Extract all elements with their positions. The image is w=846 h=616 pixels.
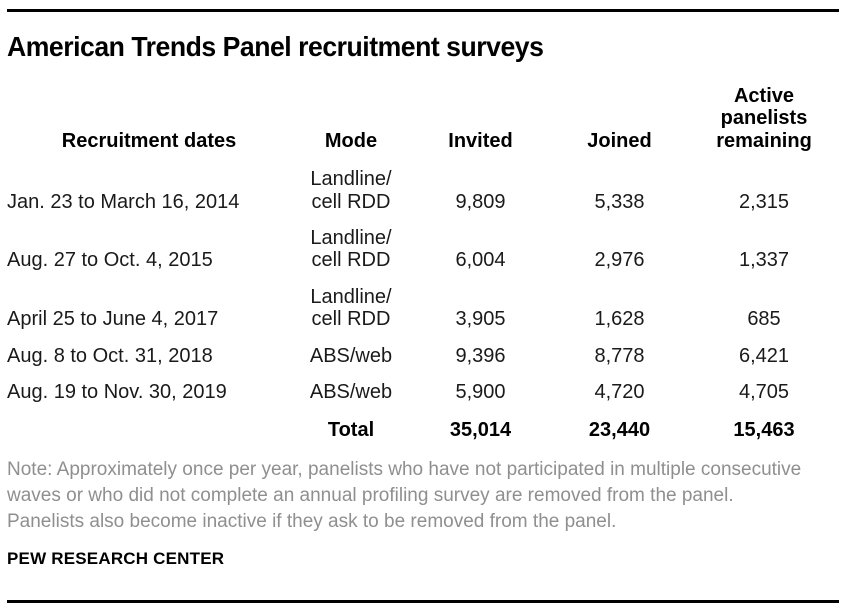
cell-joined: 4,720 <box>594 380 645 403</box>
cell-empty <box>7 411 291 449</box>
column-header-label: Invited <box>448 129 513 152</box>
cell-dates: Aug. 8 to Oct. 31, 2018 <box>7 344 213 367</box>
table-row: Aug. 27 to Oct. 4, 2015 Landline/ cell R… <box>7 221 839 280</box>
cell-active-remaining: 1,337 <box>738 249 790 272</box>
cell-joined: 2,976 <box>594 249 645 272</box>
page-title: American Trends Panel recruitment survey… <box>7 31 544 62</box>
cell-mode: Landline/ cell RDD <box>291 280 411 339</box>
table-row: April 25 to June 4, 2017 Landline/ cell … <box>7 280 839 339</box>
total-label: Total <box>327 419 375 442</box>
cell-dates: April 25 to June 4, 2017 <box>7 308 219 331</box>
mode-value: Landline/ cell RDD <box>310 285 392 331</box>
column-header-label: Recruitment dates <box>61 129 237 152</box>
table-row: Aug. 19 to Nov. 30, 2019 ABS/web 5,900 4… <box>7 375 839 411</box>
total-invited: 35,014 <box>449 419 512 442</box>
source-attribution: PEW RESEARCH CENTER <box>7 549 225 568</box>
total-active-remaining: 15,463 <box>733 419 795 442</box>
top-rule <box>7 9 839 12</box>
column-header-joined: Joined <box>550 79 689 162</box>
mode-value: ABS/web <box>309 344 393 367</box>
header-row: Recruitment dates Mode Invited Joined Ac… <box>7 79 839 162</box>
column-header-label: Joined <box>587 129 652 152</box>
mode-value: Landline/ cell RDD <box>310 168 392 213</box>
cell-invited: 9,809 <box>455 190 506 213</box>
table-row: Aug. 8 to Oct. 31, 2018 ABS/web 9,396 8,… <box>7 339 839 375</box>
cell-joined: 8,778 <box>594 344 645 367</box>
cell-mode: ABS/web <box>291 375 411 411</box>
bottom-rule <box>7 600 839 603</box>
column-header-active-panelists: Active panelists remaining <box>689 79 839 162</box>
cell-joined: 5,338 <box>594 190 645 213</box>
table-row: Jan. 23 to March 16, 2014 Landline/ cell… <box>7 162 839 221</box>
cell-invited: 5,900 <box>455 380 506 403</box>
column-header-mode: Mode <box>291 79 411 162</box>
column-header-label: Mode <box>324 129 378 152</box>
footnote: Note: Approximately once per year, panel… <box>7 459 802 533</box>
mode-value: ABS/web <box>309 380 393 403</box>
recruitment-table: Recruitment dates Mode Invited Joined Ac… <box>7 79 839 450</box>
cell-active-remaining: 6,421 <box>738 344 790 367</box>
cell-active-remaining: 685 <box>747 308 781 331</box>
cell-dates: Jan. 23 to March 16, 2014 <box>7 190 240 213</box>
column-header-recruitment-dates: Recruitment dates <box>7 79 291 162</box>
cell-active-remaining: 2,315 <box>738 190 790 213</box>
total-row: Total 35,014 23,440 15,463 <box>7 411 839 449</box>
cell-mode: ABS/web <box>291 339 411 375</box>
cell-dates: Aug. 19 to Nov. 30, 2019 <box>7 380 227 403</box>
cell-dates: Aug. 27 to Oct. 4, 2015 <box>7 249 213 272</box>
cell-invited: 6,004 <box>455 249 506 272</box>
cell-joined: 1,628 <box>594 308 645 331</box>
cell-mode: Landline/ cell RDD <box>291 162 411 221</box>
total-joined: 23,440 <box>588 419 651 442</box>
column-header-label: Active panelists remaining <box>716 85 812 152</box>
cell-active-remaining: 4,705 <box>738 380 790 403</box>
cell-invited: 9,396 <box>455 344 506 367</box>
column-header-invited: Invited <box>411 79 550 162</box>
cell-mode: Landline/ cell RDD <box>291 221 411 280</box>
cell-invited: 3,905 <box>455 308 506 331</box>
mode-value: Landline/ cell RDD <box>310 226 392 272</box>
